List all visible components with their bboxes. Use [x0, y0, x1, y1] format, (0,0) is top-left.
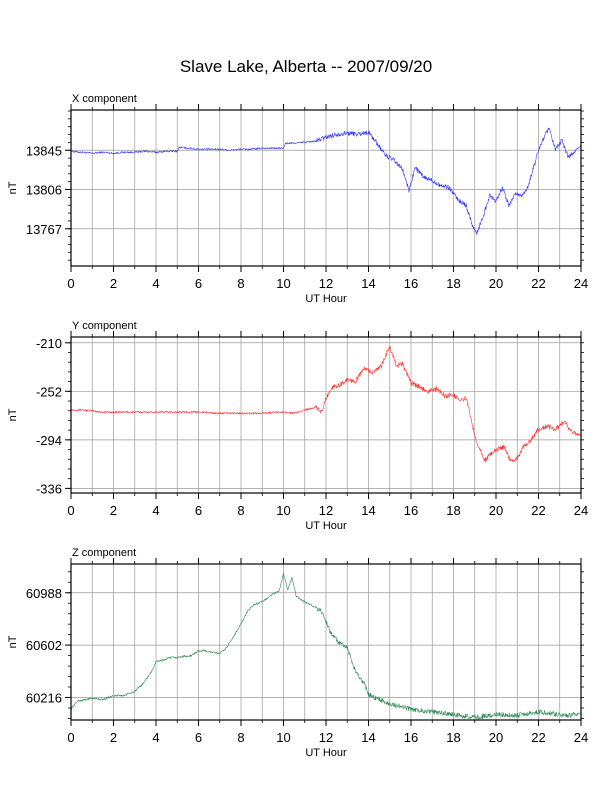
x-tick-label: 22 [531, 730, 545, 745]
x-tick-label: 2 [110, 730, 117, 745]
x-tick-label: 8 [237, 503, 244, 518]
x-tick-label: 24 [574, 503, 588, 518]
plot-frame [70, 336, 582, 494]
x-tick-label: 14 [361, 503, 375, 518]
y-tick-label: -336 [36, 481, 62, 496]
x-tick-label: 2 [110, 276, 117, 291]
x-axis-label: UT Hour [305, 747, 347, 759]
x-tick-label: 18 [446, 730, 460, 745]
x-axis-label: UT Hour [305, 293, 347, 305]
x-tick-label: 18 [446, 503, 460, 518]
y-tick-label: 60602 [26, 638, 62, 653]
x-tick-label: 10 [276, 503, 290, 518]
plot-frame [70, 109, 582, 267]
panel-label: X component [72, 93, 137, 105]
x-tick-label: 4 [152, 276, 159, 291]
x-tick-label: 24 [574, 730, 588, 745]
x-tick-label: 2 [110, 503, 117, 518]
plot-frame [70, 563, 582, 721]
y-tick-label: 13767 [26, 222, 62, 237]
x-tick-label: 22 [531, 503, 545, 518]
x-tick-label: 10 [276, 276, 290, 291]
x-tick-label: 20 [489, 730, 503, 745]
x-tick-label: 6 [195, 730, 202, 745]
x-tick-label: 12 [319, 276, 333, 291]
x-tick-label: 20 [489, 503, 503, 518]
x-tick-label: 0 [67, 730, 74, 745]
y-tick-label: -252 [36, 384, 62, 399]
x-tick-label: 6 [195, 276, 202, 291]
x-tick-label: 4 [152, 503, 159, 518]
series-line [70, 346, 582, 463]
y-axis-label: nT [7, 408, 19, 421]
series-line [70, 127, 582, 236]
x-tick-label: 16 [404, 276, 418, 291]
x-tick-label: 14 [361, 730, 375, 745]
x-tick-label: 0 [67, 503, 74, 518]
panel-label: Y component [72, 320, 137, 332]
figure-title: Slave Lake, Alberta -- 2007/09/20 [179, 57, 433, 76]
y-tick-label: -210 [36, 336, 62, 351]
y-tick-label: -294 [36, 433, 62, 448]
x-tick-label: 4 [152, 730, 159, 745]
x-tick-label: 12 [319, 503, 333, 518]
x-tick-label: 10 [276, 730, 290, 745]
y-axis-label: nT [7, 181, 19, 194]
x-axis-label: UT Hour [305, 520, 347, 532]
x-tick-label: 12 [319, 730, 333, 745]
x-tick-label: 24 [574, 276, 588, 291]
x-tick-label: 8 [237, 730, 244, 745]
x-tick-label: 20 [489, 276, 503, 291]
x-tick-label: 22 [531, 276, 545, 291]
y-tick-label: 60216 [26, 690, 62, 705]
y-tick-label: 13806 [26, 183, 62, 198]
x-tick-label: 6 [195, 503, 202, 518]
y-axis-label: nT [7, 635, 19, 648]
series-line [70, 573, 582, 720]
x-tick-label: 14 [361, 276, 375, 291]
x-tick-label: 16 [404, 730, 418, 745]
y-tick-label: 60988 [26, 586, 62, 601]
x-tick-label: 16 [404, 503, 418, 518]
x-tick-label: 18 [446, 276, 460, 291]
x-tick-label: 8 [237, 276, 244, 291]
panel-label: Z component [72, 547, 136, 559]
y-tick-label: 13845 [26, 143, 62, 158]
x-tick-label: 0 [67, 276, 74, 291]
